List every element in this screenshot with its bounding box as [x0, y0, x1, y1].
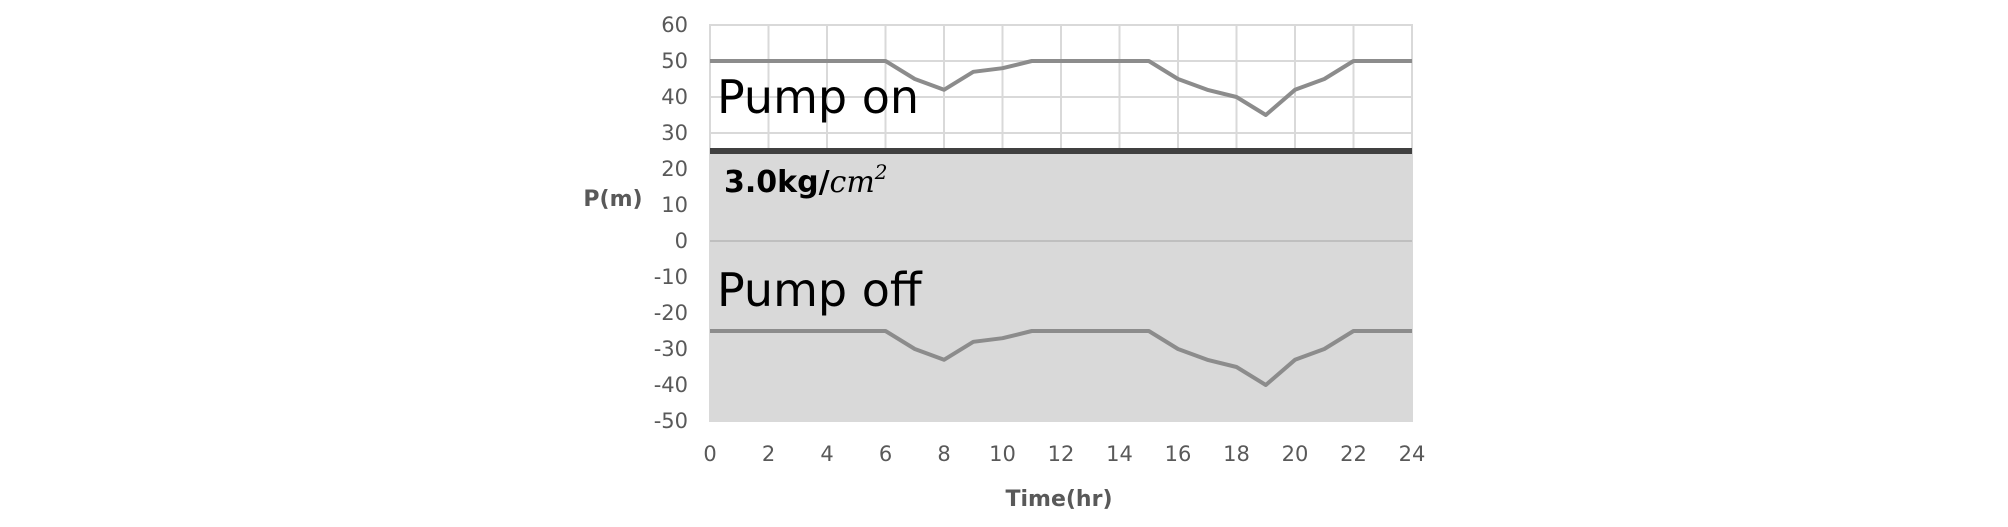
y-tick-label: -50 — [654, 409, 688, 433]
x-tick-labels: 0 2 4 6 8 10 12 14 16 18 20 22 24 — [703, 442, 1425, 466]
pump-off-series-line — [710, 329, 1412, 387]
x-tick-label: 2 — [762, 442, 775, 466]
y-tick-label: 50 — [661, 49, 688, 73]
pump-on-series-line — [710, 59, 1412, 117]
threshold-label-number: 3.0kg/ — [724, 165, 830, 200]
y-tick-label: 40 — [661, 85, 688, 109]
x-tick-label: 4 — [820, 442, 833, 466]
x-tick-label: 0 — [703, 442, 716, 466]
x-tick-label: 10 — [989, 442, 1016, 466]
threshold-label-unit: cm — [830, 165, 875, 200]
x-tick-label: 6 — [879, 442, 892, 466]
x-tick-label: 20 — [1282, 442, 1309, 466]
x-tick-label: 14 — [1106, 442, 1133, 466]
y-tick-label: -30 — [654, 337, 688, 361]
y-tick-labels: 60 50 40 30 20 10 0 -10 -20 -30 -40 -50 — [654, 13, 688, 433]
y-tick-label: 10 — [661, 193, 688, 217]
pump-off-label: Pump off — [717, 263, 923, 317]
x-tick-label: 8 — [937, 442, 950, 466]
series-lines — [710, 59, 1412, 387]
y-tick-label: -20 — [654, 301, 688, 325]
pump-on-label: Pump on — [717, 70, 919, 124]
y-tick-label: -10 — [654, 265, 688, 289]
y-axis-title: P(m) — [583, 187, 642, 212]
plot-shaded-region — [710, 151, 1412, 421]
x-tick-label: 16 — [1165, 442, 1192, 466]
plot-border — [709, 24, 1413, 422]
y-tick-label: 60 — [661, 13, 688, 37]
threshold-label-exponent: 2 — [874, 160, 888, 184]
y-tick-label: 20 — [661, 157, 688, 181]
x-tick-label: 22 — [1340, 442, 1367, 466]
x-tick-label: 12 — [1048, 442, 1075, 466]
threshold-label: 3.0kg/cm2 — [724, 160, 888, 200]
y-tick-label: -40 — [654, 373, 688, 397]
y-tick-label: 0 — [675, 229, 688, 253]
y-tick-label: 30 — [661, 121, 688, 145]
x-axis-title: Time(hr) — [1005, 487, 1112, 512]
x-tick-label: 24 — [1399, 442, 1426, 466]
x-tick-label: 18 — [1223, 442, 1250, 466]
